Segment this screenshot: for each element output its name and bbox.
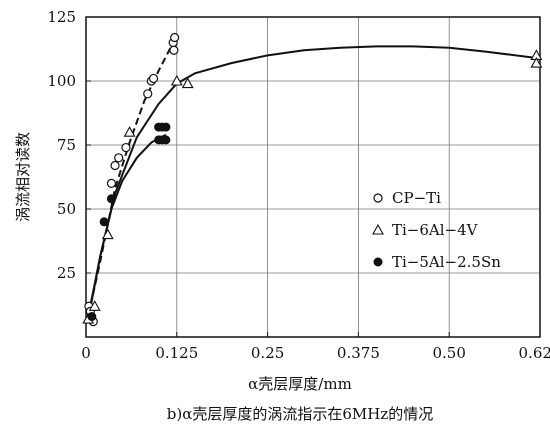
data-point [99,217,109,227]
y-tick-label: 25 [57,264,76,282]
fit-curve [87,42,175,317]
data-point [169,45,179,55]
legend-marker [373,193,383,203]
y-tick-label: 75 [57,136,76,154]
data-point [101,228,114,240]
fit-curve [87,133,167,320]
y-axis-label: 涡流相对读数 [14,132,32,222]
data-point [148,73,159,84]
data-point [181,77,194,89]
fit-curve [87,45,537,317]
legend-label: Ti−5Al−2.5Sn [392,253,501,271]
data-points [82,32,543,327]
x-tick-label: 0.375 [337,344,380,362]
legend-marker [372,223,384,235]
grid [86,17,540,337]
data-point [106,194,116,204]
legend-marker [373,257,383,267]
chart-caption: b)α壳层厚度的涡流指示在6MHz的情况 [167,405,433,423]
y-tick-label: 125 [47,8,76,26]
data-point [110,160,120,171]
data-point [143,89,153,99]
x-tick-label: 0.125 [155,344,198,362]
legend: CP−Ti Ti−6Al−4V Ti−5Al−2.5Sn [372,189,501,271]
data-point [121,142,131,153]
x-axis-label: α壳层厚度/mm [248,375,352,393]
x-tick-label: 0.50 [432,344,465,362]
y-tick-label: 50 [57,200,76,218]
legend-label: Ti−6Al−4V [392,221,479,239]
data-point [106,178,117,188]
data-point [123,126,136,137]
x-tick-label: 0.25 [251,344,284,362]
data-point [161,122,171,132]
plot-frame [85,16,541,338]
data-point [170,32,180,43]
x-tick-label: 0 [81,344,91,362]
legend-label: CP−Ti [392,189,441,207]
data-point [87,312,97,322]
axis-ticks: 0 0.125 0.25 0.375 0.50 0.625 25 50 75 100 125 [47,8,550,362]
x-tick-label: 0.625 [519,344,550,362]
data-point [161,135,171,145]
data-point [114,153,124,163]
y-tick-label: 100 [47,72,76,90]
data-point [530,56,543,68]
data-point [170,74,183,86]
data-point [88,300,101,311]
fit-curves [87,42,537,320]
